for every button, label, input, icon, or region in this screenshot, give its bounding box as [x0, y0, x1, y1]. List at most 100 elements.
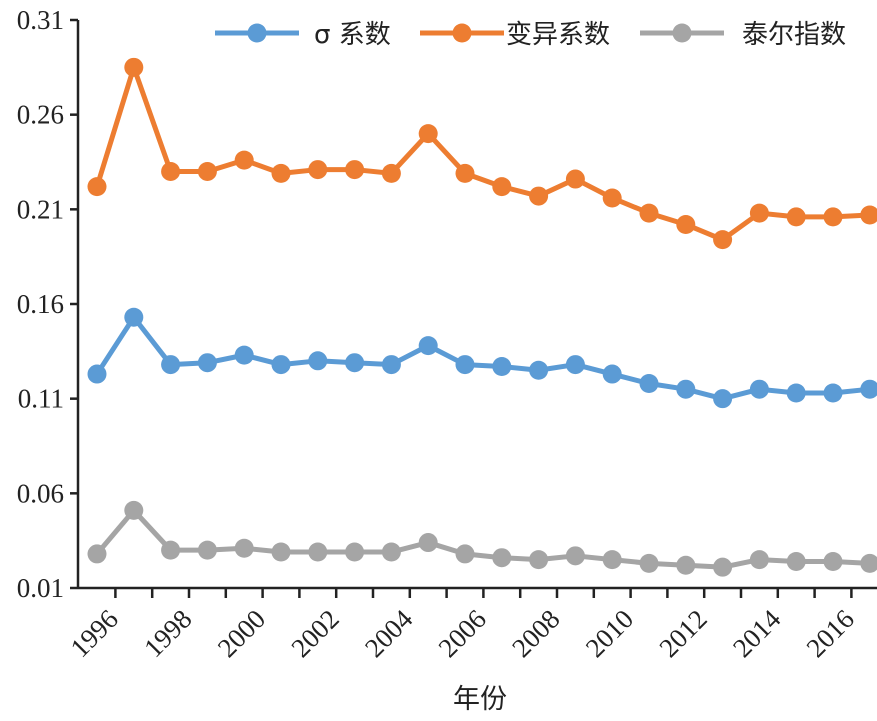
x-tick-label: 2006 [433, 604, 492, 663]
data-point [381, 542, 401, 562]
x-tick-label: 2004 [359, 603, 419, 663]
legend-item-3: 泰尔指数 [640, 20, 846, 50]
data-point [381, 355, 401, 375]
data-point [529, 186, 549, 206]
data-point [418, 533, 438, 553]
x-tick-label: 2012 [653, 604, 712, 663]
data-point [860, 379, 877, 399]
data-point [455, 355, 475, 375]
data-point [124, 57, 144, 77]
data-point [308, 542, 328, 562]
data-point [639, 553, 659, 573]
data-point [197, 540, 217, 560]
data-point [713, 389, 733, 409]
data-point [749, 550, 769, 570]
legend-swatch-marker [452, 23, 472, 43]
series-line [94, 314, 873, 402]
data-point [234, 345, 254, 365]
data-point [713, 557, 733, 577]
data-point [565, 355, 585, 375]
data-point [529, 550, 549, 570]
series-2 [87, 57, 877, 250]
data-point [749, 203, 769, 223]
y-tick-label: 0.31 [17, 5, 64, 35]
y-tick-label: 0.16 [17, 289, 64, 319]
y-tick-label: 0.11 [18, 384, 64, 414]
data-point [161, 540, 181, 560]
x-tick-label: 1996 [65, 604, 124, 663]
x-tick-label: 2016 [801, 604, 860, 663]
data-point [87, 177, 107, 197]
data-point [418, 124, 438, 144]
data-point [87, 364, 107, 384]
legend-swatch-marker [247, 23, 267, 43]
data-point [823, 207, 843, 227]
y-tick-label: 0.26 [17, 100, 64, 130]
x-tick-label: 2014 [727, 603, 787, 663]
data-point [823, 551, 843, 571]
x-axis: 1996 1998 2000 2002 2004 2006 2008 2010 2012 2014… [65, 586, 877, 663]
x-tick-label: 1998 [138, 604, 197, 663]
y-tick-label: 0.21 [17, 194, 64, 224]
x-tick-label: 2010 [580, 604, 639, 663]
data-point [124, 500, 144, 520]
legend-label: 变异系数 [506, 20, 610, 50]
legend-item-1: σ 系数 [215, 20, 391, 50]
data-point [529, 360, 549, 380]
data-point [124, 307, 144, 327]
data-point [308, 160, 328, 180]
data-point [676, 555, 696, 575]
data-point [455, 544, 475, 564]
data-point [676, 214, 696, 234]
data-point [860, 205, 877, 225]
data-point [786, 383, 806, 403]
data-point [234, 150, 254, 170]
legend-label: 泰尔指数 [742, 20, 846, 50]
data-point [197, 161, 217, 181]
legend: σ 系数 变异系数 泰尔指数 [215, 20, 846, 50]
data-point [565, 169, 585, 189]
data-point [197, 353, 217, 373]
data-point [602, 188, 622, 208]
legend-swatch-marker [672, 23, 692, 43]
data-point [161, 161, 181, 181]
data-point [161, 355, 181, 375]
data-point [234, 538, 254, 558]
data-point [749, 379, 769, 399]
data-point [676, 379, 696, 399]
data-point [271, 542, 291, 562]
data-point [87, 544, 107, 564]
data-point [602, 550, 622, 570]
data-point [345, 353, 365, 373]
series-layer [87, 57, 877, 577]
series-3 [87, 500, 877, 577]
y-axis: 0.01 0.06 0.11 0.16 0.21 0.26 0.31 [17, 5, 80, 603]
data-point [823, 383, 843, 403]
data-point [492, 548, 512, 568]
data-point [308, 351, 328, 371]
data-point [271, 163, 291, 183]
data-point [492, 177, 512, 197]
y-tick-label: 0.01 [17, 573, 64, 603]
data-point [639, 203, 659, 223]
x-tick-label: 2002 [285, 604, 344, 663]
data-point [418, 336, 438, 356]
legend-label: σ 系数 [314, 20, 391, 50]
data-point [455, 163, 475, 183]
data-point [602, 364, 622, 384]
data-point [786, 207, 806, 227]
series-line [94, 507, 873, 570]
legend-item-2: 变异系数 [420, 20, 610, 50]
data-point [381, 163, 401, 183]
data-point [860, 553, 877, 573]
data-point [492, 356, 512, 376]
x-tick-label: 2000 [212, 604, 271, 663]
data-point [713, 230, 733, 250]
data-point [345, 160, 365, 180]
data-point [786, 551, 806, 571]
x-tick-label: 2008 [506, 604, 565, 663]
data-point [639, 374, 659, 394]
data-point [345, 542, 365, 562]
x-axis-title: 年份 [453, 684, 507, 715]
